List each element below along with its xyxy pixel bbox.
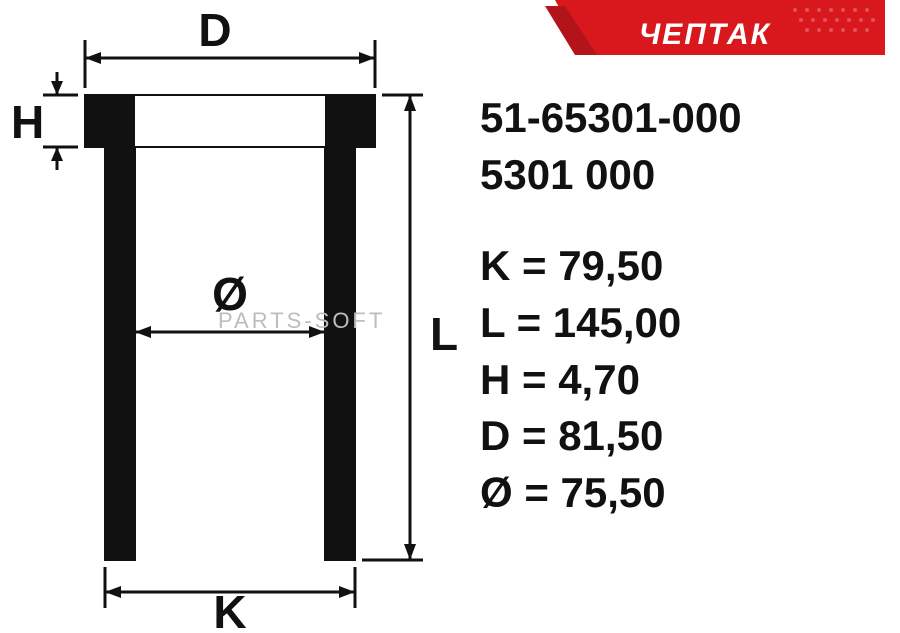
diagram-lines: D H bbox=[11, 10, 458, 630]
page: ЧЕПТАК 51-65301-000 5301 000 K = 79,50 L… bbox=[0, 0, 900, 633]
spec-D-value: 81,50 bbox=[558, 412, 663, 459]
spec-L-value: 145,00 bbox=[553, 299, 681, 346]
label-phi: Ø bbox=[212, 268, 248, 320]
spec-H: H = 4,70 bbox=[480, 352, 742, 409]
brand-logo: ЧЕПТАК bbox=[605, 18, 805, 52]
part-number-1: 51-65301-000 bbox=[480, 90, 742, 147]
spec-L: L = 145,00 bbox=[480, 295, 742, 352]
spec-K: K = 79,50 bbox=[480, 238, 742, 295]
brand-banner: ЧЕПТАК bbox=[545, 0, 885, 65]
dim-phi bbox=[135, 326, 325, 338]
spec-phi: Ø = 75,50 bbox=[480, 465, 742, 522]
spec-phi-value: 75,50 bbox=[561, 469, 666, 516]
spec-H-value: 4,70 bbox=[558, 356, 640, 403]
label-K: K bbox=[213, 586, 246, 630]
label-H: H bbox=[11, 96, 44, 148]
spec-K-value: 79,50 bbox=[558, 242, 663, 289]
spec-H-label: H = bbox=[480, 356, 558, 403]
spec-block: 51-65301-000 5301 000 K = 79,50 L = 145,… bbox=[480, 90, 742, 522]
technical-diagram: D H bbox=[5, 10, 475, 630]
part-number-2: 5301 000 bbox=[480, 147, 742, 204]
spec-phi-label: Ø = bbox=[480, 469, 561, 516]
cross-section bbox=[85, 95, 375, 560]
brand-logo-text: ЧЕПТАК bbox=[639, 18, 771, 52]
spec-D: D = 81,50 bbox=[480, 408, 742, 465]
label-D: D bbox=[198, 10, 231, 56]
spec-D-label: D = bbox=[480, 412, 558, 459]
spec-K-label: K = bbox=[480, 242, 558, 289]
spec-L-label: L = bbox=[480, 299, 553, 346]
diagram-svg: D H bbox=[5, 10, 475, 630]
dim-H bbox=[43, 72, 78, 170]
dim-L bbox=[362, 95, 423, 560]
label-L: L bbox=[430, 308, 458, 360]
